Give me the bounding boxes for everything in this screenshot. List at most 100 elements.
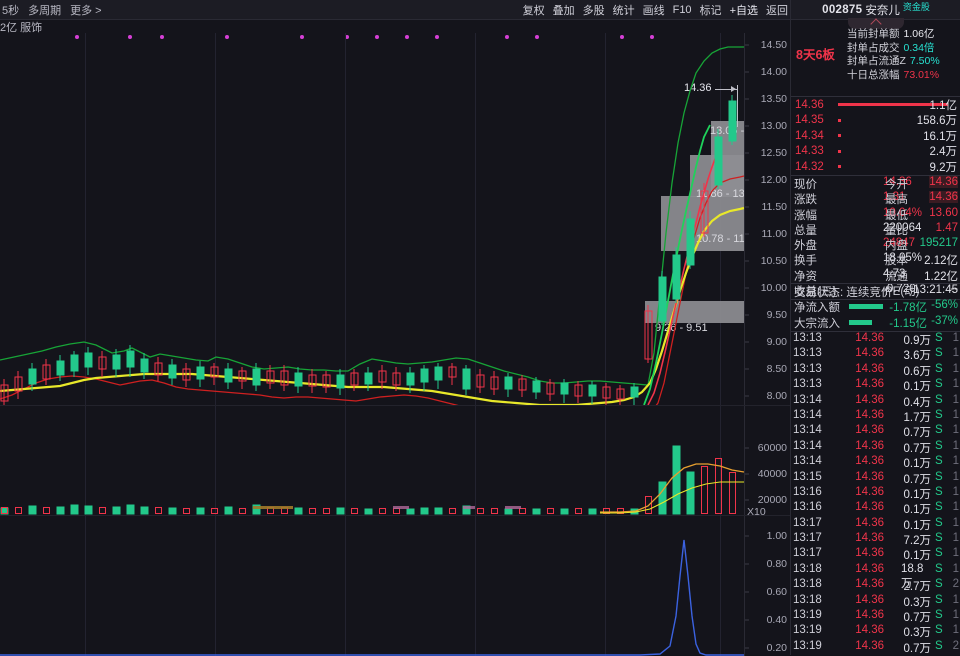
stat-key-股本: 股本 <box>885 255 908 268</box>
tick-count: 1 <box>952 424 959 437</box>
tick-side: S <box>935 424 943 437</box>
tick-row[interactable]: 13:13 14.36 0.6万 S 1 <box>791 363 960 378</box>
order-volume-4: 9.2万 <box>929 161 958 174</box>
seal-row: 当前封单额 1.06亿 <box>847 28 959 42</box>
tick-row[interactable]: 13:17 14.36 0.1万 S 1 <box>791 517 960 532</box>
trading-status-time: 13:21:45 <box>913 284 958 296</box>
tick-price: 14.36 <box>855 332 884 344</box>
tick-count: 1 <box>952 378 959 391</box>
tick-volume: 0.6万 <box>903 365 932 378</box>
toolbar-item-mark[interactable]: 标记 <box>699 4 722 17</box>
toolbar-item-overlay[interactable]: 叠加 <box>552 4 575 17</box>
chart-area[interactable]: 13.05 - 13 11.86 - 13.0 10.78 - 11.86 9.… <box>0 33 790 656</box>
stat-key-最高: 最高 <box>885 194 908 207</box>
volume-tick-1: 40000 <box>757 468 787 480</box>
tick-row[interactable]: 13:14 14.36 1.7万 S 1 <box>791 409 960 424</box>
tick-count: 1 <box>952 547 959 560</box>
stat-value-股本: 2.12亿 <box>924 255 958 268</box>
toolbar-item-more[interactable]: 更多 > <box>70 4 102 17</box>
toolbar-item-multistock[interactable]: 多股 <box>582 4 605 17</box>
quote-header[interactable]: 002875 安奈儿 资金股 <box>791 0 960 20</box>
tick-row[interactable]: 13:18 14.36 18.8万 S 1 <box>791 562 960 590</box>
tick-volume: 0.7万 <box>903 473 932 486</box>
tick-count: 1 <box>952 408 959 421</box>
collapse-toggle-button[interactable] <box>848 18 904 30</box>
toolbar-item-drawline[interactable]: 画线 <box>642 4 665 17</box>
order-price-3: 14.33 <box>795 145 824 158</box>
order-book[interactable]: 14.36 1.1亿 14.35 158.6万 14.34 16.1万 14.3… <box>791 96 960 175</box>
tick-volume: 0.7万 <box>903 442 932 455</box>
toolbar-item-adjust[interactable]: 复权 <box>522 4 545 17</box>
tick-row[interactable]: 13:14 14.36 0.7万 S 1 <box>791 440 960 455</box>
tick-side: S <box>935 516 943 529</box>
tick-time: 13:17 <box>793 532 822 545</box>
tick-volume: 0.3万 <box>903 627 932 640</box>
toolbar-item-back[interactable]: 返回 <box>766 4 788 17</box>
tick-row[interactable]: 13:14 14.36 0.1万 S 1 <box>791 455 960 470</box>
toolbar-item-multiperiod[interactable]: 多周期 <box>28 4 62 17</box>
tick-list[interactable]: 13:13 14.36 0.9万 S 1 13:13 14.36 3.6万 S 1 13:13 14.… <box>791 331 960 655</box>
toolbar-item-5sec[interactable]: 5秒 <box>2 4 20 17</box>
tick-row[interactable]: 13:19 14.36 0.7万 S 2 <box>791 640 960 655</box>
tick-side: S <box>935 485 943 498</box>
tick-side: S <box>935 562 943 575</box>
toolbar-subbar: 2亿 服饰 <box>0 19 790 48</box>
tick-volume: 0.3万 <box>903 596 932 609</box>
tick-time: 13:14 <box>793 424 822 437</box>
tick-row[interactable]: 13:15 14.36 0.7万 S 1 <box>791 471 960 486</box>
toolbar-item-f10[interactable]: F10 <box>672 3 692 16</box>
tick-row[interactable]: 13:14 14.36 0.4万 S 1 <box>791 394 960 409</box>
tick-side: S <box>935 578 943 591</box>
tick-price: 14.36 <box>855 362 884 375</box>
price-zone-4 <box>645 301 745 323</box>
tick-side: S <box>935 501 943 514</box>
tick-price: 14.36 <box>855 532 884 545</box>
tick-row[interactable]: 13:13 14.36 0.9万 S 1 <box>791 332 960 347</box>
order-volume-2: 16.1万 <box>923 130 957 143</box>
stat-value-流通: 1.22亿 <box>924 270 958 283</box>
stat-row: 涨幅 10.04% 最低 13.60 <box>794 206 958 222</box>
tick-row[interactable]: 13:18 14.36 2.7万 S 2 <box>791 578 960 593</box>
price-plot[interactable]: 13.05 - 13 11.86 - 13.0 10.78 - 11.86 9.… <box>0 33 745 405</box>
flow-bar-block <box>849 319 872 325</box>
tick-volume: 0.1万 <box>903 504 932 517</box>
tick-row[interactable]: 13:17 14.36 0.1万 S 1 <box>791 547 960 562</box>
limit-up-streak-label: 8天6板 <box>796 48 835 62</box>
tick-count: 1 <box>952 455 959 468</box>
volume-pane[interactable]: 60000 40000 20000 X10 <box>0 405 790 518</box>
stat-value-PE: -- <box>950 283 958 296</box>
volume-chart-svg <box>0 445 745 515</box>
indicator-pane[interactable]: 1.00 0.80 0.60 0.40 0.20 <box>0 515 790 656</box>
tick-row[interactable]: 13:18 14.36 0.3万 S 1 <box>791 594 960 609</box>
tick-row[interactable]: 13:16 14.36 0.1万 S 1 <box>791 486 960 501</box>
tick-side: S <box>935 455 943 468</box>
indicator-axis: 1.00 0.80 0.60 0.40 0.20 <box>744 516 790 656</box>
tick-price: 14.36 <box>855 485 884 498</box>
tick-row[interactable]: 13:13 14.36 0.1万 S 1 <box>791 378 960 393</box>
tick-time: 13:18 <box>793 562 822 575</box>
tick-row[interactable]: 13:14 14.36 0.7万 S 1 <box>791 424 960 439</box>
tick-time: 13:13 <box>793 362 822 375</box>
tick-row[interactable]: 13:19 14.36 0.3万 S 1 <box>791 624 960 639</box>
toolbar-item-statistics[interactable]: 统计 <box>612 4 635 17</box>
toolbar-item-addwatchlist[interactable]: +自选 <box>729 4 758 17</box>
price-pane[interactable]: 13.05 - 13 11.86 - 13.0 10.78 - 11.86 9.… <box>0 33 790 405</box>
tick-row[interactable]: 13:19 14.36 0.7万 S 1 <box>791 609 960 624</box>
tick-row[interactable]: 13:17 14.36 7.2万 S 1 <box>791 532 960 547</box>
volume-plot[interactable] <box>0 406 745 516</box>
tick-row[interactable]: 13:16 14.36 0.1万 S 1 <box>791 501 960 516</box>
tick-price: 14.36 <box>855 470 884 483</box>
order-volume-3: 2.4万 <box>929 146 958 159</box>
quote-statistics: 现价 14.36 今开 14.36 涨跌 1.31 最高 14.36 涨幅 10… <box>791 175 960 298</box>
tick-price: 14.36 <box>855 516 884 529</box>
tick-side: S <box>935 439 943 452</box>
indicator-plot[interactable] <box>0 516 745 656</box>
flow-bar-net <box>849 304 883 309</box>
tick-price: 14.36 <box>855 378 884 391</box>
stat-key-涨跌: 涨跌 <box>794 194 817 207</box>
flow-value-block: -1.15亿 <box>889 317 927 330</box>
stat-value-内盘: 195217 <box>919 237 958 250</box>
tick-row[interactable]: 13:13 14.36 3.6万 S 1 <box>791 347 960 362</box>
order-bar-1 <box>838 118 841 122</box>
stat-key-现价: 现价 <box>794 179 817 191</box>
